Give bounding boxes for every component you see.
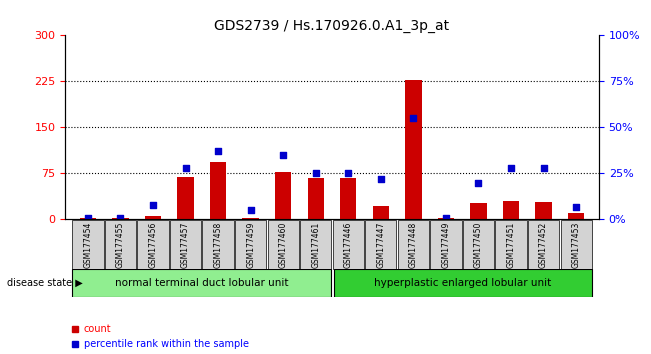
Text: GSM177450: GSM177450 [474, 222, 483, 268]
Point [343, 171, 353, 176]
Text: GSM177453: GSM177453 [572, 222, 581, 268]
Point [148, 202, 158, 207]
Text: GSM177458: GSM177458 [214, 222, 223, 268]
FancyBboxPatch shape [235, 220, 266, 269]
FancyBboxPatch shape [430, 220, 462, 269]
FancyBboxPatch shape [334, 269, 592, 297]
FancyBboxPatch shape [333, 220, 364, 269]
FancyBboxPatch shape [365, 220, 396, 269]
Point [571, 204, 581, 210]
Text: disease state ▶: disease state ▶ [7, 278, 82, 288]
Bar [307, 178, 324, 219]
Title: GDS2739 / Hs.170926.0.A1_3p_at: GDS2739 / Hs.170926.0.A1_3p_at [214, 19, 450, 33]
Bar [437, 218, 454, 219]
Point [213, 149, 223, 154]
Point [441, 215, 451, 221]
Legend: count, percentile rank within the sample: count, percentile rank within the sample [70, 324, 249, 349]
Point [408, 115, 419, 121]
Bar [405, 80, 421, 219]
Text: GSM177454: GSM177454 [83, 222, 92, 268]
FancyBboxPatch shape [72, 269, 331, 297]
Point [115, 215, 126, 221]
FancyBboxPatch shape [300, 220, 331, 269]
Bar [242, 218, 258, 219]
Point [506, 165, 516, 171]
Text: normal terminal duct lobular unit: normal terminal duct lobular unit [115, 278, 288, 288]
Point [376, 176, 386, 182]
Text: GSM177446: GSM177446 [344, 222, 353, 268]
Text: GSM177457: GSM177457 [181, 222, 190, 268]
Bar [372, 206, 389, 219]
Point [473, 180, 484, 185]
Bar [145, 216, 161, 219]
FancyBboxPatch shape [528, 220, 559, 269]
FancyBboxPatch shape [268, 220, 299, 269]
Bar [470, 203, 486, 219]
FancyBboxPatch shape [105, 220, 136, 269]
FancyBboxPatch shape [495, 220, 527, 269]
Bar [112, 218, 128, 219]
Text: GSM177452: GSM177452 [539, 222, 548, 268]
Bar [275, 172, 292, 219]
Bar [210, 162, 227, 219]
FancyBboxPatch shape [202, 220, 234, 269]
Text: GSM177460: GSM177460 [279, 222, 288, 268]
FancyBboxPatch shape [137, 220, 169, 269]
Bar [79, 218, 96, 219]
Bar [535, 202, 551, 219]
Point [180, 165, 191, 171]
Text: GSM177456: GSM177456 [148, 222, 158, 268]
Point [245, 207, 256, 213]
FancyBboxPatch shape [561, 220, 592, 269]
Text: GSM177461: GSM177461 [311, 222, 320, 268]
Point [311, 171, 321, 176]
FancyBboxPatch shape [170, 220, 201, 269]
Text: GSM177449: GSM177449 [441, 222, 450, 268]
FancyBboxPatch shape [72, 220, 104, 269]
FancyBboxPatch shape [398, 220, 429, 269]
Bar [177, 177, 194, 219]
Bar [568, 213, 584, 219]
Text: GSM177459: GSM177459 [246, 222, 255, 268]
Text: GSM177447: GSM177447 [376, 222, 385, 268]
Text: GSM177455: GSM177455 [116, 222, 125, 268]
Bar [340, 178, 357, 219]
Text: hyperplastic enlarged lobular unit: hyperplastic enlarged lobular unit [374, 278, 551, 288]
Bar [503, 201, 519, 219]
Point [83, 215, 93, 221]
FancyBboxPatch shape [463, 220, 494, 269]
Point [278, 152, 288, 158]
Text: GSM177451: GSM177451 [506, 222, 516, 268]
Text: GSM177448: GSM177448 [409, 222, 418, 268]
Point [538, 165, 549, 171]
